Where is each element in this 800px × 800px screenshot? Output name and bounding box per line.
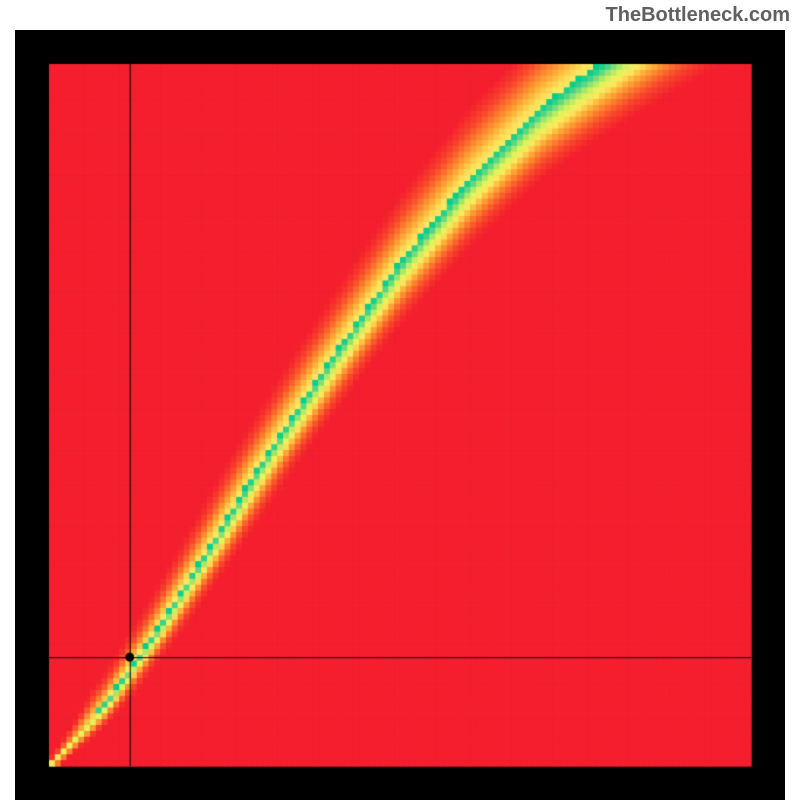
bottleneck-heatmap: [15, 30, 785, 800]
plot-area: [0, 30, 800, 800]
attribution-text: TheBottleneck.com: [0, 0, 800, 30]
container: TheBottleneck.com: [0, 0, 800, 800]
